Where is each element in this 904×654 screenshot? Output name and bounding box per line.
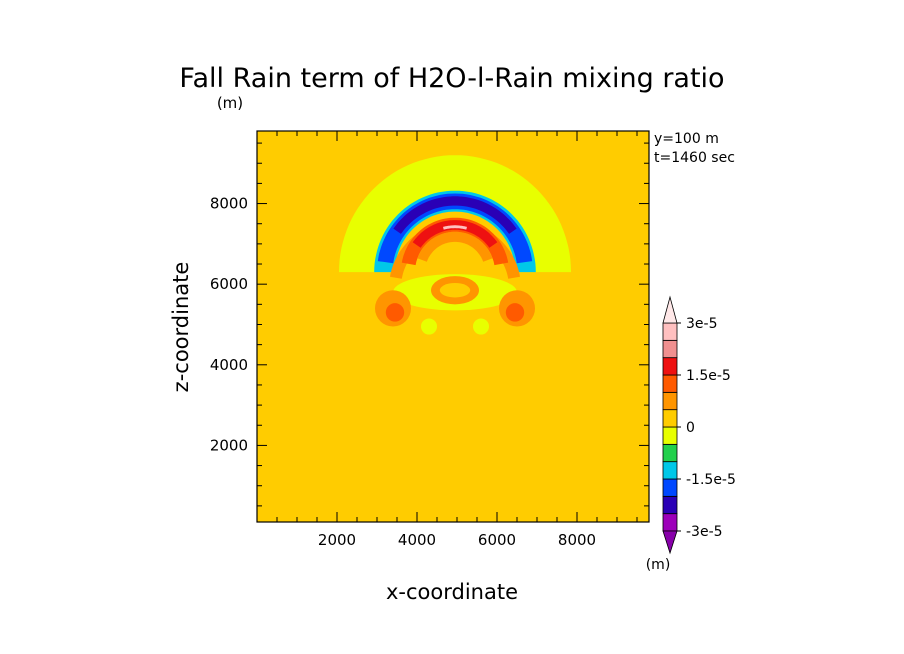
heatmap-band-3 <box>393 196 517 234</box>
colorbar-swatch <box>662 357 678 376</box>
colorbar-swatch <box>662 495 678 515</box>
heatmap-field <box>339 155 571 349</box>
x-tick-label: 2000 <box>318 531 356 549</box>
colorbar-min-arrow <box>662 530 678 555</box>
heatmap-band-7 <box>417 231 493 262</box>
x-tick-label: 4000 <box>398 531 436 549</box>
x-axis: 2000 4000 6000 8000 <box>276 131 638 549</box>
y-tick-label: 2000 <box>210 436 248 454</box>
y-tick-label: 8000 <box>210 195 248 213</box>
heatmap-blob-18 <box>473 318 489 335</box>
heatmap-band-6 <box>412 220 498 248</box>
info-time-value: t=1460 sec <box>654 150 735 166</box>
heatmap-band-8 <box>443 225 467 230</box>
heatmap-blob-17 <box>421 318 437 335</box>
x-tick-label: 6000 <box>478 531 516 549</box>
heatmap-blob-16 <box>505 303 525 322</box>
colorbar-swatch <box>662 513 678 532</box>
colorbar-swatch <box>662 339 678 359</box>
y-axis: 2000 4000 6000 8000 <box>210 142 649 507</box>
colorbar: 3e-5 1.5e-5 0 -1.5e-5 -3e-5 <box>662 295 736 555</box>
colorbar-max-arrow <box>662 295 678 324</box>
info-y-value: y=100 m <box>654 131 719 147</box>
colorbar-label: 3e-5 <box>686 316 717 332</box>
y-axis-label: z-coordinate <box>169 262 193 393</box>
colorbar-unit-label: (m) <box>646 557 671 573</box>
colorbar-swatch <box>662 322 678 341</box>
colorbar-swatch <box>662 426 678 445</box>
colorbar-swatch <box>662 443 678 463</box>
colorbar-label: 1.5e-5 <box>686 368 731 384</box>
heatmap-blob-12 <box>439 282 471 298</box>
colorbar-swatch <box>662 374 678 393</box>
y-tick-label: 4000 <box>210 356 248 374</box>
title-unit-label: (m) <box>217 94 243 112</box>
colorbar-label: -1.5e-5 <box>686 472 736 488</box>
x-axis-label: x-coordinate <box>386 580 518 604</box>
colorbar-swatch <box>662 478 678 497</box>
colorbar-label: 0 <box>686 420 695 436</box>
heatmap-blob-14 <box>385 303 405 322</box>
colorbar-swatch <box>662 461 678 480</box>
chart-title: Fall Rain term of H2O-l-Rain mixing rati… <box>179 63 724 94</box>
colorbar-label: -3e-5 <box>686 524 723 540</box>
colorbar-swatch <box>662 391 678 411</box>
x-tick-label: 8000 <box>558 531 596 549</box>
colorbar-swatch <box>662 409 678 428</box>
y-tick-label: 6000 <box>210 275 248 293</box>
plot-frame <box>256 130 650 523</box>
